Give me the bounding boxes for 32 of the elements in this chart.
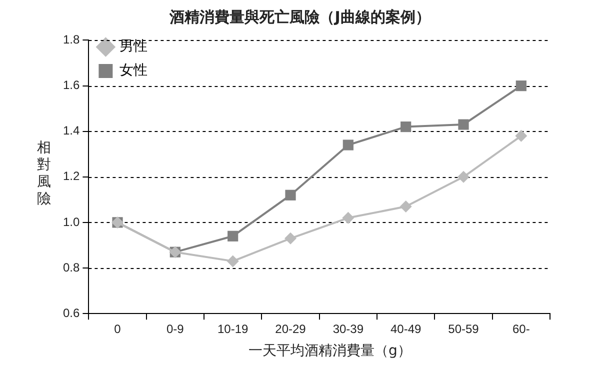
point xyxy=(228,230,238,242)
point xyxy=(342,140,354,150)
x-axis-title: 一天平均酒精消費量（g） xyxy=(248,342,412,360)
chart-title: 酒精消費量與死亡風險（J曲線的案例） xyxy=(168,8,432,27)
point xyxy=(516,80,526,92)
point xyxy=(342,212,354,224)
x-tick-label: 40-49 xyxy=(390,322,422,336)
point xyxy=(458,170,470,183)
x-tick-label: 30-39 xyxy=(332,322,364,336)
x-tick-label: 0-9 xyxy=(166,322,184,336)
point xyxy=(400,121,412,132)
y-axis-title: 相對風險 xyxy=(36,140,52,208)
x-tick-label: 20-29 xyxy=(275,322,306,336)
y-tick-label: 0.6 xyxy=(62,306,80,320)
x-tick-label: 10-19 xyxy=(217,322,249,336)
x-tick-label: 0 xyxy=(114,322,122,336)
y-tick-label: 1.0 xyxy=(62,214,80,229)
y-tick-label: 1.2 xyxy=(62,169,80,184)
x-tick-label: 60- xyxy=(512,322,530,336)
y-tick-label: 1.8 xyxy=(62,32,80,47)
point xyxy=(400,200,412,213)
point xyxy=(458,119,469,130)
y-tick-label: 1.4 xyxy=(62,124,80,138)
x-tick-label: 50-59 xyxy=(448,322,480,336)
legend-label: 女性 xyxy=(120,62,148,79)
point xyxy=(515,130,528,142)
y-tick-label: 1.6 xyxy=(62,78,80,92)
point xyxy=(285,190,296,200)
point xyxy=(226,255,239,268)
y-tick-label: 0.8 xyxy=(62,260,80,274)
legend-label: 男性 xyxy=(120,38,148,55)
point xyxy=(284,232,297,244)
